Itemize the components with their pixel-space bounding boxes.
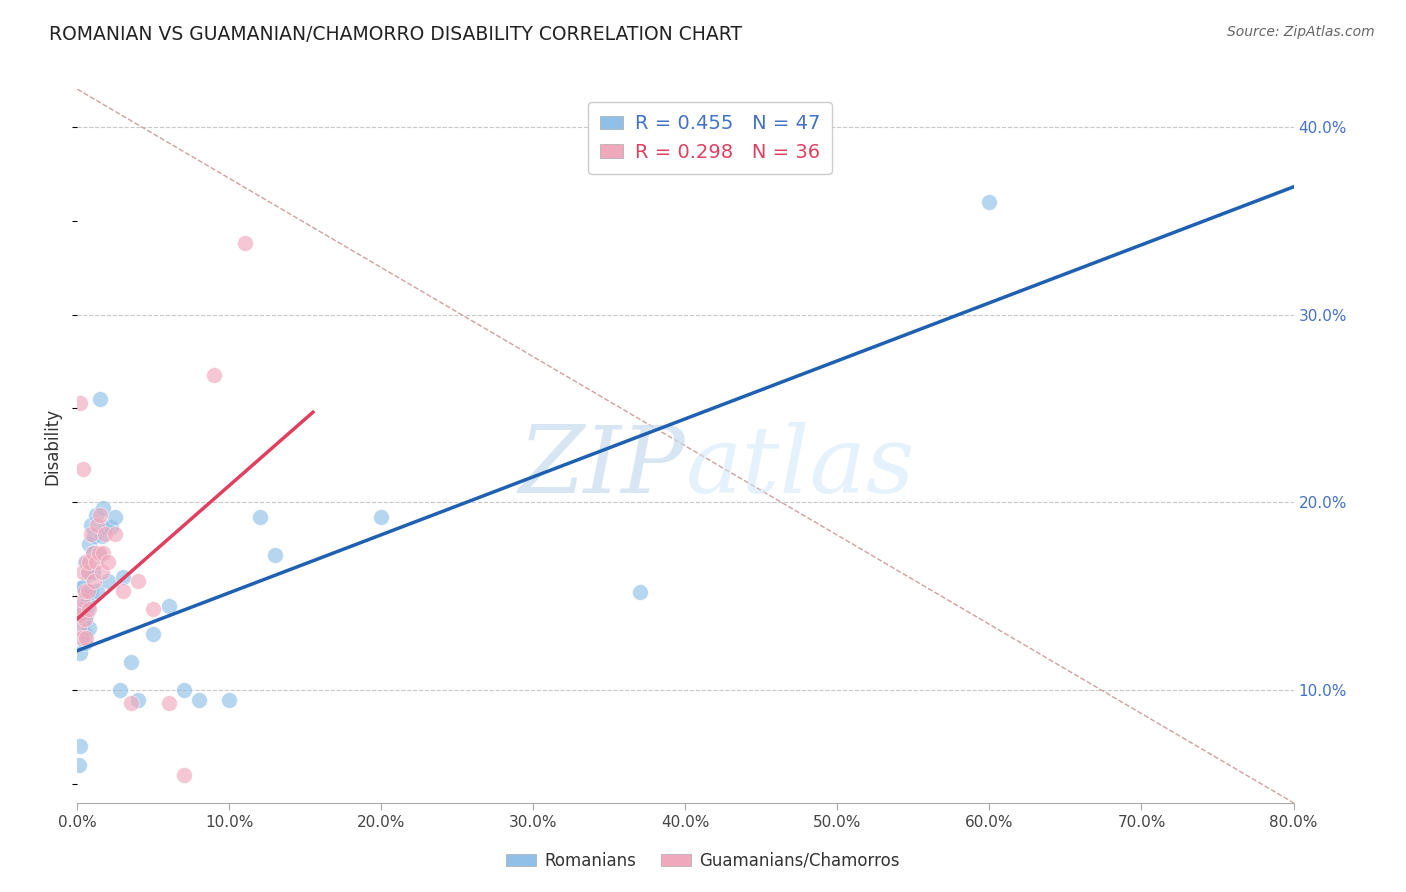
Point — [108, 683, 131, 698]
Point — [70, 599, 93, 613]
Point — [80, 585, 103, 599]
Point — [86, 583, 108, 598]
Point — [77, 593, 100, 607]
Point — [100, 520, 122, 534]
Point — [370, 510, 392, 524]
Point — [89, 508, 111, 523]
Point — [173, 767, 195, 781]
Point — [127, 574, 149, 589]
Point — [73, 556, 96, 570]
Point — [67, 758, 90, 772]
Point — [77, 565, 100, 579]
Point — [70, 602, 93, 616]
Point — [86, 517, 108, 532]
Point — [70, 580, 93, 594]
Point — [628, 585, 651, 599]
Point — [90, 565, 112, 579]
Point — [97, 556, 120, 570]
Point — [79, 621, 101, 635]
Point — [233, 236, 256, 251]
Point — [75, 556, 97, 570]
Point — [84, 508, 107, 523]
Point — [77, 599, 100, 613]
Point — [67, 607, 90, 622]
Legend: Romanians, Guamanians/Chamorros: Romanians, Guamanians/Chamorros — [499, 846, 907, 877]
Point — [72, 461, 94, 475]
Point — [91, 500, 114, 515]
Legend: R = 0.455   N = 47, R = 0.298   N = 36: R = 0.455 N = 47, R = 0.298 N = 36 — [588, 103, 831, 174]
Point — [173, 683, 195, 698]
Point — [249, 510, 271, 524]
Point — [142, 627, 165, 641]
Point — [84, 556, 107, 570]
Point — [93, 527, 115, 541]
Point — [82, 546, 104, 560]
Point — [69, 607, 91, 622]
Text: atlas: atlas — [686, 423, 915, 512]
Point — [157, 599, 180, 613]
Point — [79, 556, 101, 570]
Point — [69, 646, 91, 660]
Point — [87, 546, 110, 560]
Point — [69, 396, 91, 410]
Point — [73, 612, 96, 626]
Point — [77, 566, 100, 581]
Point — [104, 527, 127, 541]
Point — [80, 517, 103, 532]
Point — [89, 392, 111, 406]
Point — [188, 692, 211, 706]
Point — [83, 574, 105, 589]
Point — [111, 570, 134, 584]
Point — [90, 529, 112, 543]
Point — [202, 368, 225, 382]
Point — [127, 692, 149, 706]
Point — [93, 520, 115, 534]
Point — [120, 696, 142, 710]
Text: ROMANIAN VS GUAMANIAN/CHAMORRO DISABILITY CORRELATION CHART: ROMANIAN VS GUAMANIAN/CHAMORRO DISABILIT… — [49, 25, 742, 44]
Text: ZIP: ZIP — [519, 423, 686, 512]
Point — [73, 583, 96, 598]
Point — [111, 583, 134, 598]
Point — [218, 692, 240, 706]
Point — [72, 617, 94, 632]
Point — [75, 631, 97, 645]
Point — [97, 574, 120, 589]
Point — [79, 602, 101, 616]
Point — [120, 655, 142, 669]
Point — [73, 627, 96, 641]
Point — [82, 546, 104, 560]
Point — [73, 636, 96, 650]
Point — [80, 527, 103, 541]
Point — [75, 607, 97, 622]
Point — [87, 548, 110, 562]
Point — [979, 194, 1001, 209]
Point — [79, 536, 101, 550]
Point — [157, 696, 180, 710]
Point — [72, 593, 94, 607]
Point — [70, 631, 93, 645]
Point — [72, 565, 94, 579]
Point — [75, 589, 97, 603]
Point — [264, 548, 287, 562]
Point — [104, 510, 127, 524]
Point — [72, 580, 94, 594]
Text: Source: ZipAtlas.com: Source: ZipAtlas.com — [1227, 25, 1375, 39]
Point — [142, 602, 165, 616]
Point — [67, 621, 90, 635]
Point — [77, 583, 100, 598]
Y-axis label: Disability: Disability — [44, 408, 62, 484]
Point — [69, 739, 91, 754]
Point — [82, 565, 104, 579]
Point — [91, 546, 114, 560]
Point — [83, 529, 105, 543]
